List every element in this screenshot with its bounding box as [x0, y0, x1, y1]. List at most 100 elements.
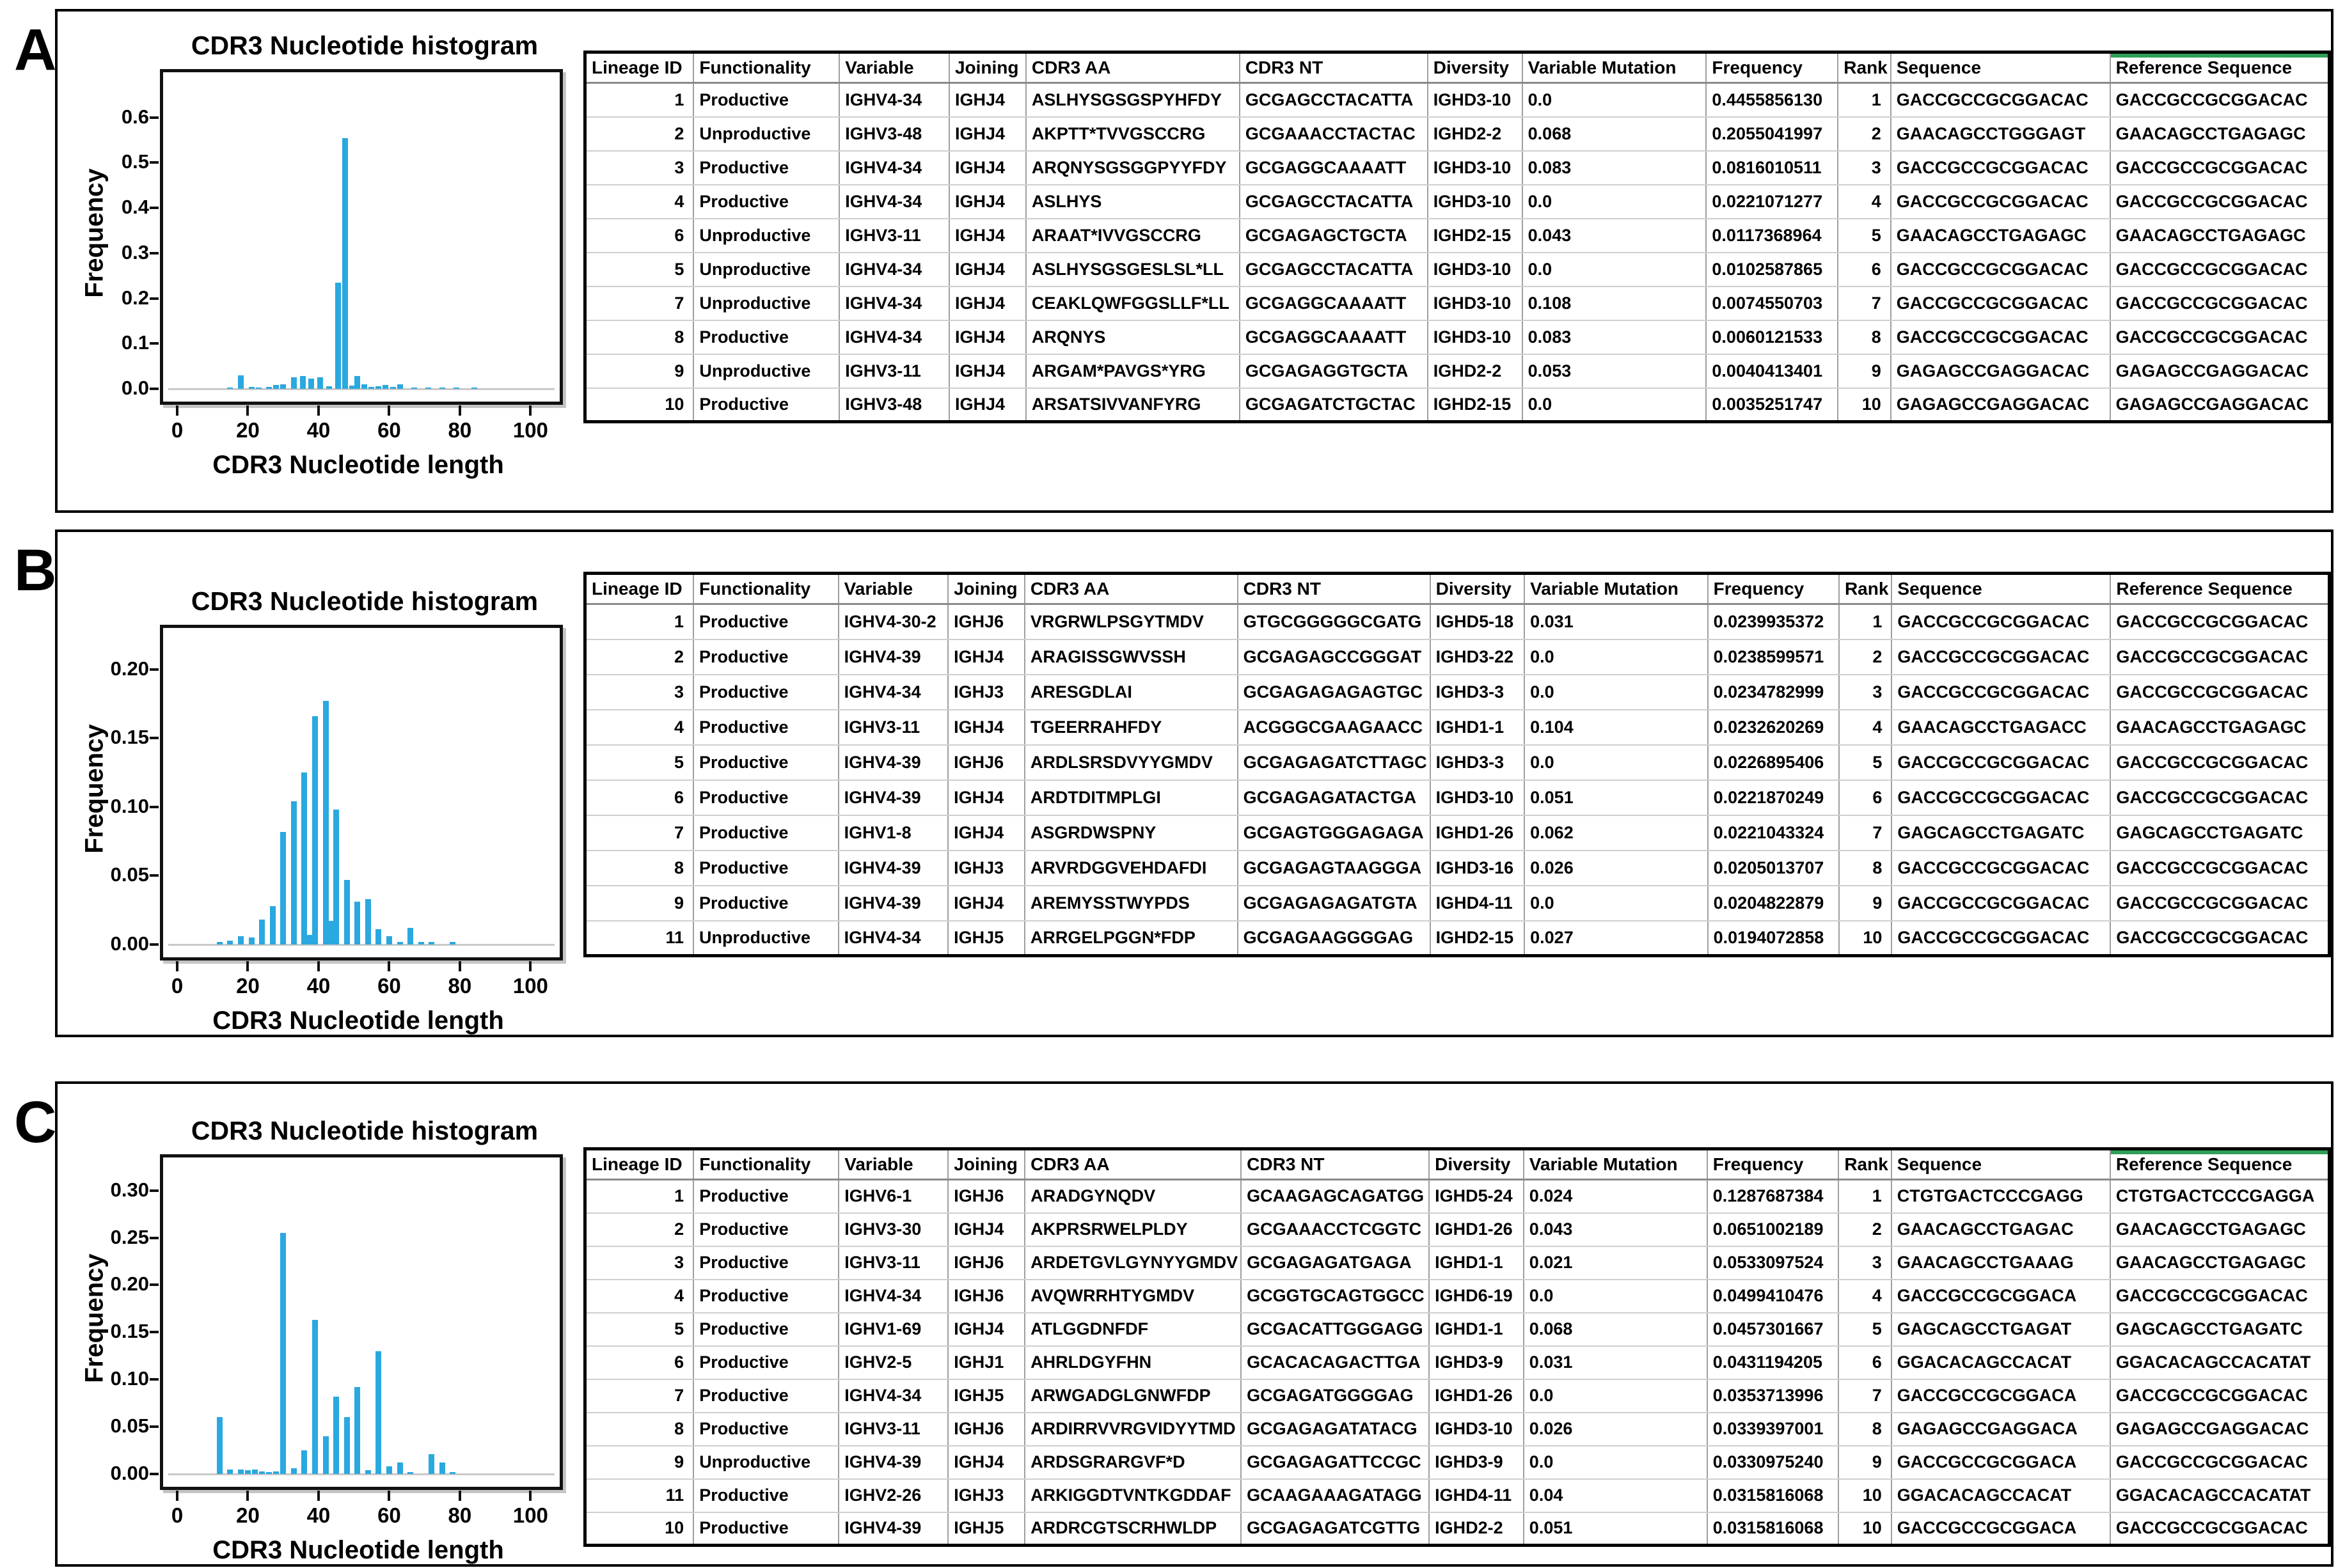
table-row: 8 Productive IGHV4-39 IGHJ3 ARVRDGGVEHDAFDI G… — [585, 850, 2330, 886]
table-cell: 0.0221071277 — [1706, 184, 1839, 219]
histogram-bar — [425, 387, 431, 389]
table-cell: 1 — [1838, 1179, 1892, 1214]
table-row: 2 Unproductive IGHV3-48 IGHJ4 AKPTT*TVVGSCCR… — [585, 116, 2330, 152]
histogram-bar — [429, 941, 435, 945]
table-cell: 0.0315816068 — [1707, 1512, 1840, 1546]
column-header: Frequency — [1707, 1149, 1840, 1180]
x-tick-mark — [246, 405, 249, 416]
table-cell: GCGAGATCTGCTAC — [1239, 388, 1428, 423]
table-cell: 1 — [585, 1179, 695, 1214]
table-cell: Productive — [693, 1379, 840, 1413]
table-cell: GACCGCCGCGGACAC — [2110, 780, 2330, 816]
table-cell: ARVRDGGVEHDAFDI — [1024, 850, 1238, 886]
table-cell: 7 — [585, 815, 695, 851]
table-header-row: Lineage ID Functionality Variable Joining CD… — [585, 1149, 2330, 1180]
table-cell: 4 — [1838, 1279, 1892, 1313]
column-header: Diversity — [1430, 573, 1526, 605]
table-row: 9 Unproductive IGHV4-39 IGHJ4 ARDSGRARGVF*D G… — [585, 1445, 2330, 1480]
table-row: 4 Productive IGHV3-11 IGHJ4 TGEERRAHFDY ACGGG… — [585, 709, 2330, 746]
table-cell: IGHV4-39 — [839, 1445, 949, 1480]
histogram-bar — [259, 920, 265, 945]
table-cell: IGHV4-34 — [839, 184, 950, 219]
histogram-bar — [450, 941, 456, 945]
table-cell: IGHV4-34 — [839, 150, 950, 185]
histogram-bar — [386, 936, 392, 945]
histogram-bar — [259, 1471, 265, 1474]
table-row: 5 Unproductive IGHV4-34 IGHJ4 ASLHYSGSGESLSL… — [585, 252, 2330, 287]
table-cell: 0.0 — [1522, 252, 1707, 287]
table-cell: IGHJ4 — [948, 1445, 1026, 1480]
histogram-bar — [306, 934, 313, 945]
x-tick-mark — [529, 1491, 532, 1501]
histogram-bar — [227, 387, 233, 389]
histogram-bar — [299, 376, 306, 389]
y-tick-label: 0.15 — [110, 1320, 149, 1343]
y-tick-label: 0.0 — [121, 377, 149, 399]
column-header: Lineage ID — [585, 1149, 695, 1180]
table-cell: ARWGADGLGNWFDP — [1025, 1379, 1242, 1413]
table-cell: 0.2055041997 — [1706, 116, 1839, 152]
table-cell: 4 — [585, 1279, 695, 1313]
table-cell: IGHD3-10 — [1430, 780, 1526, 816]
table-cell: 0.031 — [1524, 604, 1709, 640]
table-cell: Productive — [693, 1246, 840, 1280]
table-cell: GCGAGCCTACATTA — [1239, 82, 1428, 118]
table-cell: GCGAAACCTACTAC — [1239, 116, 1428, 152]
table-row: 9 Unproductive IGHV3-11 IGHJ4 ARGAM*PAVGS*YR… — [585, 354, 2330, 389]
table-cell: 0.0234782999 — [1707, 674, 1840, 710]
lineage-table-a: Lineage ID Functionality Variable Joining CD… — [583, 51, 2331, 423]
table-row: 8 Productive IGHV4-34 IGHJ4 ARQNYS GCGAGGCAAA… — [585, 320, 2330, 355]
table-cell: IGHJ4 — [948, 1212, 1026, 1247]
table-cell: IGHD1-1 — [1429, 1246, 1524, 1280]
table-cell: GACCGCCGCGGACAC — [1891, 885, 2112, 921]
table-cell: Productive — [693, 674, 839, 710]
y-tick-label: 0.00 — [110, 1462, 149, 1484]
table-cell: GACCGCCGCGGACAC — [2110, 639, 2330, 675]
histogram-bar — [383, 385, 389, 389]
table-cell: GACCGCCGCGGACAC — [2110, 885, 2330, 921]
table-row: 3 Productive IGHV3-11 IGHJ6 ARDETGVLGYNYYGMD… — [585, 1246, 2330, 1280]
histogram-bar — [375, 1351, 382, 1474]
y-tick-label: 0.4 — [121, 196, 149, 219]
column-header: Joining — [948, 1149, 1026, 1180]
table-cell: GAACAGCCTGAGACC — [1891, 709, 2112, 746]
table-cell: GGACACAGCCACAT — [1891, 1345, 2111, 1380]
table-cell: GCGAGGCAAAATT — [1239, 150, 1428, 185]
table-cell: 8 — [585, 850, 695, 886]
table-cell: GCGAGAGATTCCGC — [1241, 1445, 1430, 1480]
y-tick-label: 0.30 — [110, 1178, 149, 1201]
table-cell: IGHV3-30 — [839, 1212, 949, 1247]
chart-title: CDR3 Nucleotide histogram — [191, 586, 539, 616]
table-cell: GACCGCCGCGGACAC — [2110, 252, 2330, 287]
x-tick-label: 60 — [377, 974, 401, 998]
plot-area: 0.00 0.05 0.10 0.15 0.20 0.25 0.30 0 20 40 60 80 100 — [111, 1154, 563, 1527]
chart-title: CDR3 Nucleotide histogram — [191, 31, 539, 60]
y-tick-mark — [150, 943, 159, 946]
table-cell: GACCGCCGCGGACAC — [2110, 850, 2330, 886]
x-tick-mark — [246, 1491, 249, 1501]
table-cell: IGHD3-10 — [1427, 252, 1523, 287]
table-cell: GAACAGCCTGAGAC — [1891, 1212, 2111, 1247]
x-tick-mark — [458, 961, 461, 971]
table-cell: 0.0 — [1523, 1279, 1708, 1313]
table-cell: GACCGCCGCGGACAC — [2110, 82, 2330, 118]
table-cell: 0.027 — [1524, 920, 1709, 957]
table-cell: Productive — [693, 744, 839, 781]
x-tick-label: 60 — [377, 1503, 401, 1527]
table-cell: 10 — [1838, 1478, 1892, 1513]
histogram-bar — [354, 1387, 361, 1474]
table-cell: Productive — [693, 388, 841, 423]
y-tick-mark — [150, 1331, 159, 1334]
table-cell: GAACAGCCTGAGAGC — [2110, 116, 2330, 152]
table-cell: ACGGGCGAAGAACC — [1237, 709, 1431, 746]
table-cell: 0.0533097524 — [1707, 1246, 1840, 1280]
table-cell: Productive — [693, 82, 841, 118]
histogram-bar — [237, 1469, 244, 1474]
x-tick-mark — [246, 961, 249, 971]
histogram-bar — [328, 921, 334, 945]
column-header: Functionality — [693, 1149, 840, 1180]
x-tick-mark — [529, 961, 532, 971]
table-cell: IGHJ4 — [949, 354, 1027, 389]
column-header: Variable Mutation — [1522, 52, 1707, 84]
table-cell: IGHV3-48 — [839, 388, 950, 423]
